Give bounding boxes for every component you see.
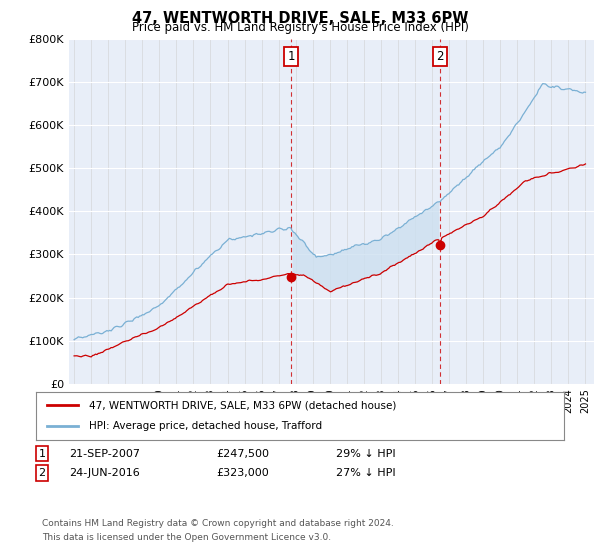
Text: Contains HM Land Registry data © Crown copyright and database right 2024.: Contains HM Land Registry data © Crown c… bbox=[42, 519, 394, 528]
Text: 27% ↓ HPI: 27% ↓ HPI bbox=[336, 468, 395, 478]
Text: 21-SEP-2007: 21-SEP-2007 bbox=[69, 449, 140, 459]
Text: £323,000: £323,000 bbox=[216, 468, 269, 478]
Text: 2: 2 bbox=[436, 50, 444, 63]
Text: 47, WENTWORTH DRIVE, SALE, M33 6PW (detached house): 47, WENTWORTH DRIVE, SALE, M33 6PW (deta… bbox=[89, 400, 396, 410]
Text: 24-JUN-2016: 24-JUN-2016 bbox=[69, 468, 140, 478]
Text: Price paid vs. HM Land Registry's House Price Index (HPI): Price paid vs. HM Land Registry's House … bbox=[131, 21, 469, 34]
Text: 1: 1 bbox=[287, 50, 295, 63]
Text: 1: 1 bbox=[38, 449, 46, 459]
Text: This data is licensed under the Open Government Licence v3.0.: This data is licensed under the Open Gov… bbox=[42, 533, 331, 542]
Text: HPI: Average price, detached house, Trafford: HPI: Average price, detached house, Traf… bbox=[89, 421, 322, 431]
Text: 2: 2 bbox=[38, 468, 46, 478]
Text: 47, WENTWORTH DRIVE, SALE, M33 6PW: 47, WENTWORTH DRIVE, SALE, M33 6PW bbox=[132, 11, 468, 26]
Text: £247,500: £247,500 bbox=[216, 449, 269, 459]
Text: 29% ↓ HPI: 29% ↓ HPI bbox=[336, 449, 395, 459]
